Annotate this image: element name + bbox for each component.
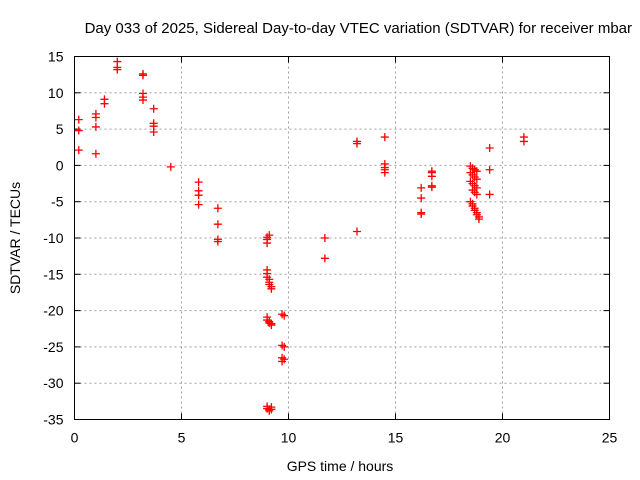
data-point (91, 113, 100, 122)
data-point (194, 200, 203, 209)
data-point (278, 357, 287, 366)
data-point (278, 341, 287, 350)
data-point (278, 310, 287, 319)
data-point (474, 215, 483, 224)
data-point (380, 168, 389, 177)
data-point (138, 71, 147, 80)
y-tick-label: -35 (43, 412, 63, 428)
data-point (194, 191, 203, 200)
data-point (194, 178, 203, 187)
data-point (417, 183, 426, 192)
data-point (267, 321, 276, 330)
data-points (74, 57, 528, 415)
axis-ticks (74, 56, 610, 420)
data-point (267, 284, 276, 293)
data-point (320, 254, 329, 263)
data-point (485, 143, 494, 152)
data-point (427, 183, 436, 192)
data-point (138, 96, 147, 105)
data-point (380, 133, 389, 142)
data-point (91, 149, 100, 158)
data-point (74, 126, 83, 135)
data-point (166, 162, 175, 171)
data-point (213, 220, 222, 229)
data-point (417, 210, 426, 219)
data-point (91, 122, 100, 131)
chart-title: Day 033 of 2025, Sidereal Day-to-day VTE… (85, 20, 632, 37)
data-point (280, 342, 289, 351)
data-point (74, 115, 83, 124)
data-point (519, 137, 528, 146)
y-tick-label: 10 (48, 85, 64, 101)
data-point (213, 237, 222, 246)
data-point (113, 65, 122, 74)
y-tick-label: -10 (43, 230, 63, 246)
data-point (320, 234, 329, 242)
grid (74, 56, 610, 420)
y-tick-label: -25 (43, 339, 63, 355)
y-tick-label: 5 (56, 121, 64, 137)
data-point (100, 99, 109, 108)
data-point (472, 175, 481, 184)
x-tick-label: 25 (602, 430, 618, 446)
data-point (213, 204, 222, 213)
data-point (149, 104, 158, 113)
data-point (472, 190, 481, 199)
y-tick-label: 0 (56, 157, 64, 173)
data-point (352, 139, 361, 148)
data-point (352, 227, 361, 236)
x-tick-label: 15 (388, 430, 404, 446)
x-tick-label: 5 (178, 430, 186, 446)
x-axis-label: GPS time / hours (287, 458, 394, 474)
data-point (74, 146, 83, 155)
y-tick-label: 15 (48, 49, 64, 65)
data-point (485, 190, 494, 199)
data-point (485, 165, 494, 174)
y-tick-label: -30 (43, 375, 63, 391)
data-point (267, 403, 276, 412)
data-point (472, 167, 481, 176)
y-axis-label: SDTVAR / TECUs (7, 182, 23, 294)
tick-labels: 0 5 10 15 20 25 15 10 5 0 -5 -10 -15 -20 -25 -30 -35 (43, 49, 617, 446)
x-tick-label: 0 (71, 430, 79, 446)
y-tick-label: -15 (43, 266, 63, 282)
x-tick-label: 10 (281, 430, 297, 446)
data-point (280, 311, 289, 320)
y-tick-label: -5 (51, 194, 64, 210)
x-tick-label: 20 (495, 430, 511, 446)
data-point (265, 231, 274, 240)
data-point (149, 128, 158, 137)
data-point (417, 194, 426, 203)
data-point (427, 172, 436, 181)
y-tick-label: -20 (43, 303, 63, 319)
